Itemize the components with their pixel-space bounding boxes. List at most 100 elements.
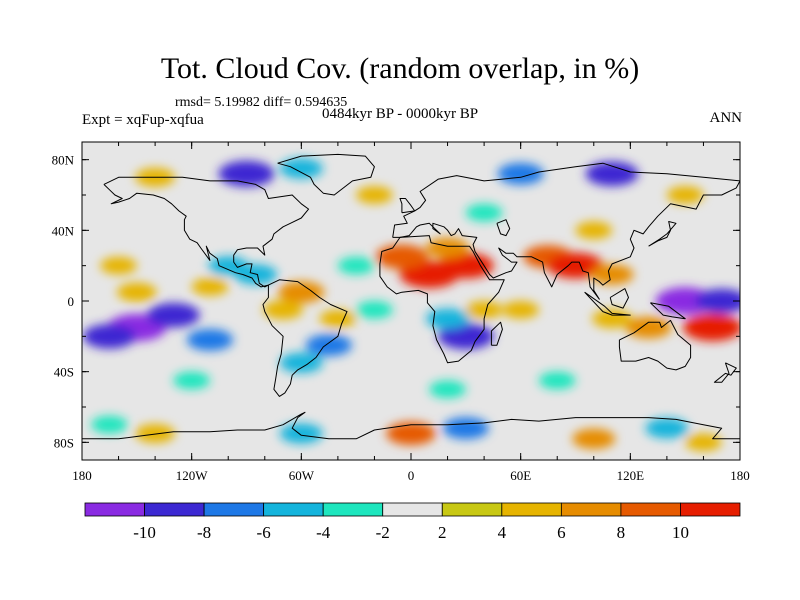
y-tick-label: 40N [52,223,75,238]
coastline-new-zealand [713,362,737,383]
x-tick-label: 120E [617,468,645,483]
anomaly-region [191,278,229,296]
colorbar-swatch [322,502,384,517]
chart-title: Tot. Cloud Cov. (random overlap, in %) [160,52,640,85]
anomaly-region [386,421,436,446]
anomaly-region [279,158,323,179]
coastline-madagascar [490,321,503,346]
anomaly-region [218,160,275,187]
coastline-uk [399,198,416,214]
y-tick-label: 80N [52,153,75,168]
x-tick-label: 60E [510,468,531,483]
coastline-caspian [496,219,511,237]
anomaly-region [425,308,470,329]
anomaly-region [375,244,429,270]
colorbar: -10 -8 -6 -4 -2 2 4 6 8 10 [84,502,741,542]
colorbar-label: 10 [672,523,689,542]
anomaly-region [100,256,137,275]
x-axis: 180 120W 60W 0 60E 120E 180 [72,142,750,483]
coastline-eurasia [392,162,740,300]
x-tick-label: 60W [289,468,315,483]
anomaly-region [278,281,325,304]
anomaly-region [465,203,503,222]
anomaly-region [263,300,304,320]
map-plot-area [81,141,741,461]
anomaly-region [682,313,740,342]
anomaly-region [186,328,234,351]
anomaly-region [356,186,393,204]
anomaly-region [572,428,616,449]
map-background [82,142,740,460]
anomaly-region [116,282,157,302]
colorbar-label: -6 [257,523,271,542]
anomaly-region [337,256,375,275]
experiment-label: Expt = xqFup-xqfua [82,112,204,128]
y-tick-label: 80S [54,435,74,450]
anomaly-region [429,380,466,399]
anomaly-region [437,323,494,350]
anomaly-region [547,252,604,279]
x-tick-label: 180 [72,468,92,483]
colorbar-swatch [680,502,741,517]
coastline-greenland [277,153,375,196]
y-axis: 80N 40N 0 40S 80S [52,153,740,450]
anomaly-region [279,352,323,374]
anomaly-region [502,301,540,319]
anomaly-region [173,371,211,390]
anomaly-region [465,301,503,319]
anomaly-region [356,301,393,319]
anomaly-region [305,334,352,357]
anomaly-region [146,302,200,328]
coastline-south-america [262,279,348,397]
colorbar-swatch [441,502,503,517]
coastlines [82,153,740,440]
anomaly-region [625,316,672,339]
colorbar-swatch [501,502,562,517]
colorbar-swatch [203,502,265,517]
coastline-japan [648,221,677,247]
colorbar-label: -10 [133,523,156,542]
stats-text: rmsd= 5.19982 diff= 0.594635 [175,95,348,110]
season-label: ANN [709,110,743,126]
anomaly-region [645,418,689,439]
anomaly-region [585,161,639,187]
anomaly-region [592,309,633,329]
colorbar-label: 2 [438,523,447,542]
colorbar-label: 4 [498,523,507,542]
anomaly-region [279,423,323,444]
anomaly-region [425,237,470,259]
colorbar-swatch [620,502,681,517]
anomaly-region [695,288,740,314]
anomaly-region [91,415,128,434]
colorbar-label: -4 [316,523,331,542]
x-tick-label: 0 [408,468,415,483]
colorbar-label: -8 [197,523,211,542]
colorbar-swatch [263,502,324,517]
anomaly-region [83,324,136,349]
anomaly-region [590,264,634,285]
colorbar-label: 8 [617,523,626,542]
colorbar-label: 6 [557,523,566,542]
colorbar-swatch [382,502,443,517]
colorbar-swatch [84,502,145,517]
anomaly-region [135,424,176,443]
coastline-north-america [103,176,310,288]
colorbar-swatch [144,502,205,517]
anomaly-region [685,433,722,452]
anomaly-region [538,371,576,390]
period-label: 0484kyr BP - 0000kyr BP [322,106,479,122]
x-tick-label: 120W [176,468,209,483]
anomaly-region [442,417,490,440]
colorbar-label: -2 [376,523,390,542]
coastline-africa [379,235,505,364]
x-tick-label: 180 [730,468,750,483]
y-tick-label: 0 [68,294,75,309]
anomaly-region [666,186,704,204]
y-tick-label: 40S [54,365,74,380]
coastline-antarctica [82,411,740,440]
anomaly-region [575,221,613,240]
anomaly-region [497,162,544,185]
coastline-australia [618,319,692,371]
anomaly-region [319,309,357,328]
